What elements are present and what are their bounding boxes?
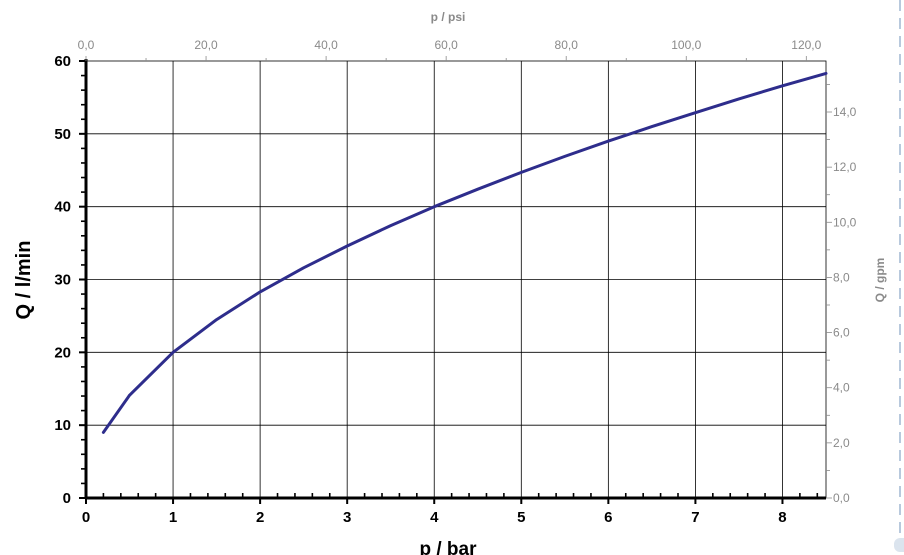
y-tick-label-0: 0 [63, 490, 71, 507]
right-tick-label-4: 8,0 [833, 270, 850, 284]
x-tick-label-2: 2 [256, 509, 264, 526]
x-tick-label-3: 3 [343, 509, 351, 526]
right-axis-label: Q / gpm [873, 258, 887, 303]
top-tick-label-3: 60,0 [434, 38, 458, 52]
axes [79, 56, 832, 504]
y-tick-label-4: 40 [54, 199, 71, 216]
x-tick-label-1: 1 [169, 509, 177, 526]
series-line-0 [101, 71, 828, 434]
right-tick-label-1: 2,0 [833, 436, 850, 450]
minor-ticks [81, 58, 830, 498]
top-tick-label-2: 40,0 [314, 38, 338, 52]
y-axis-label: Q / l/min [13, 241, 35, 320]
y-tick-label-2: 20 [54, 344, 71, 361]
grid-lines [85, 60, 827, 499]
page-edge-decoration [894, 0, 904, 555]
series-group [101, 71, 828, 434]
y-tick-label-6: 60 [54, 53, 71, 70]
top-axis-label: p / psi [431, 10, 466, 24]
top-tick-label-6: 120,0 [791, 38, 821, 52]
right-tick-label-5: 10,0 [833, 215, 857, 229]
x-tick-label-8: 8 [778, 509, 786, 526]
x-axis-label: p / bar [419, 539, 477, 555]
top-tick-label-4: 80,0 [555, 38, 579, 52]
y-tick-label-3: 30 [54, 272, 71, 289]
tick-labels: 0 1 2 3 4 5 6 7 8 0 10 20 30 40 50 60 0,0 20,0 40,0 60,0 80,… [54, 38, 856, 526]
top-tick-label-5: 100,0 [671, 38, 701, 52]
x-tick-label-5: 5 [517, 509, 525, 526]
right-tick-label-3: 6,0 [833, 326, 850, 340]
right-tick-label-7: 14,0 [833, 105, 857, 119]
right-tick-label-6: 12,0 [833, 160, 857, 174]
right-tick-label-0: 0,0 [833, 491, 850, 505]
y-tick-label-1: 10 [54, 417, 71, 434]
x-tick-label-6: 6 [604, 509, 612, 526]
right-tick-label-2: 4,0 [833, 381, 850, 395]
top-tick-label-0: 0,0 [78, 38, 95, 52]
x-tick-label-4: 4 [430, 509, 439, 526]
x-tick-label-0: 0 [82, 509, 90, 526]
x-tick-label-7: 7 [691, 509, 699, 526]
y-tick-label-5: 50 [54, 126, 71, 143]
top-tick-label-1: 20,0 [194, 38, 218, 52]
